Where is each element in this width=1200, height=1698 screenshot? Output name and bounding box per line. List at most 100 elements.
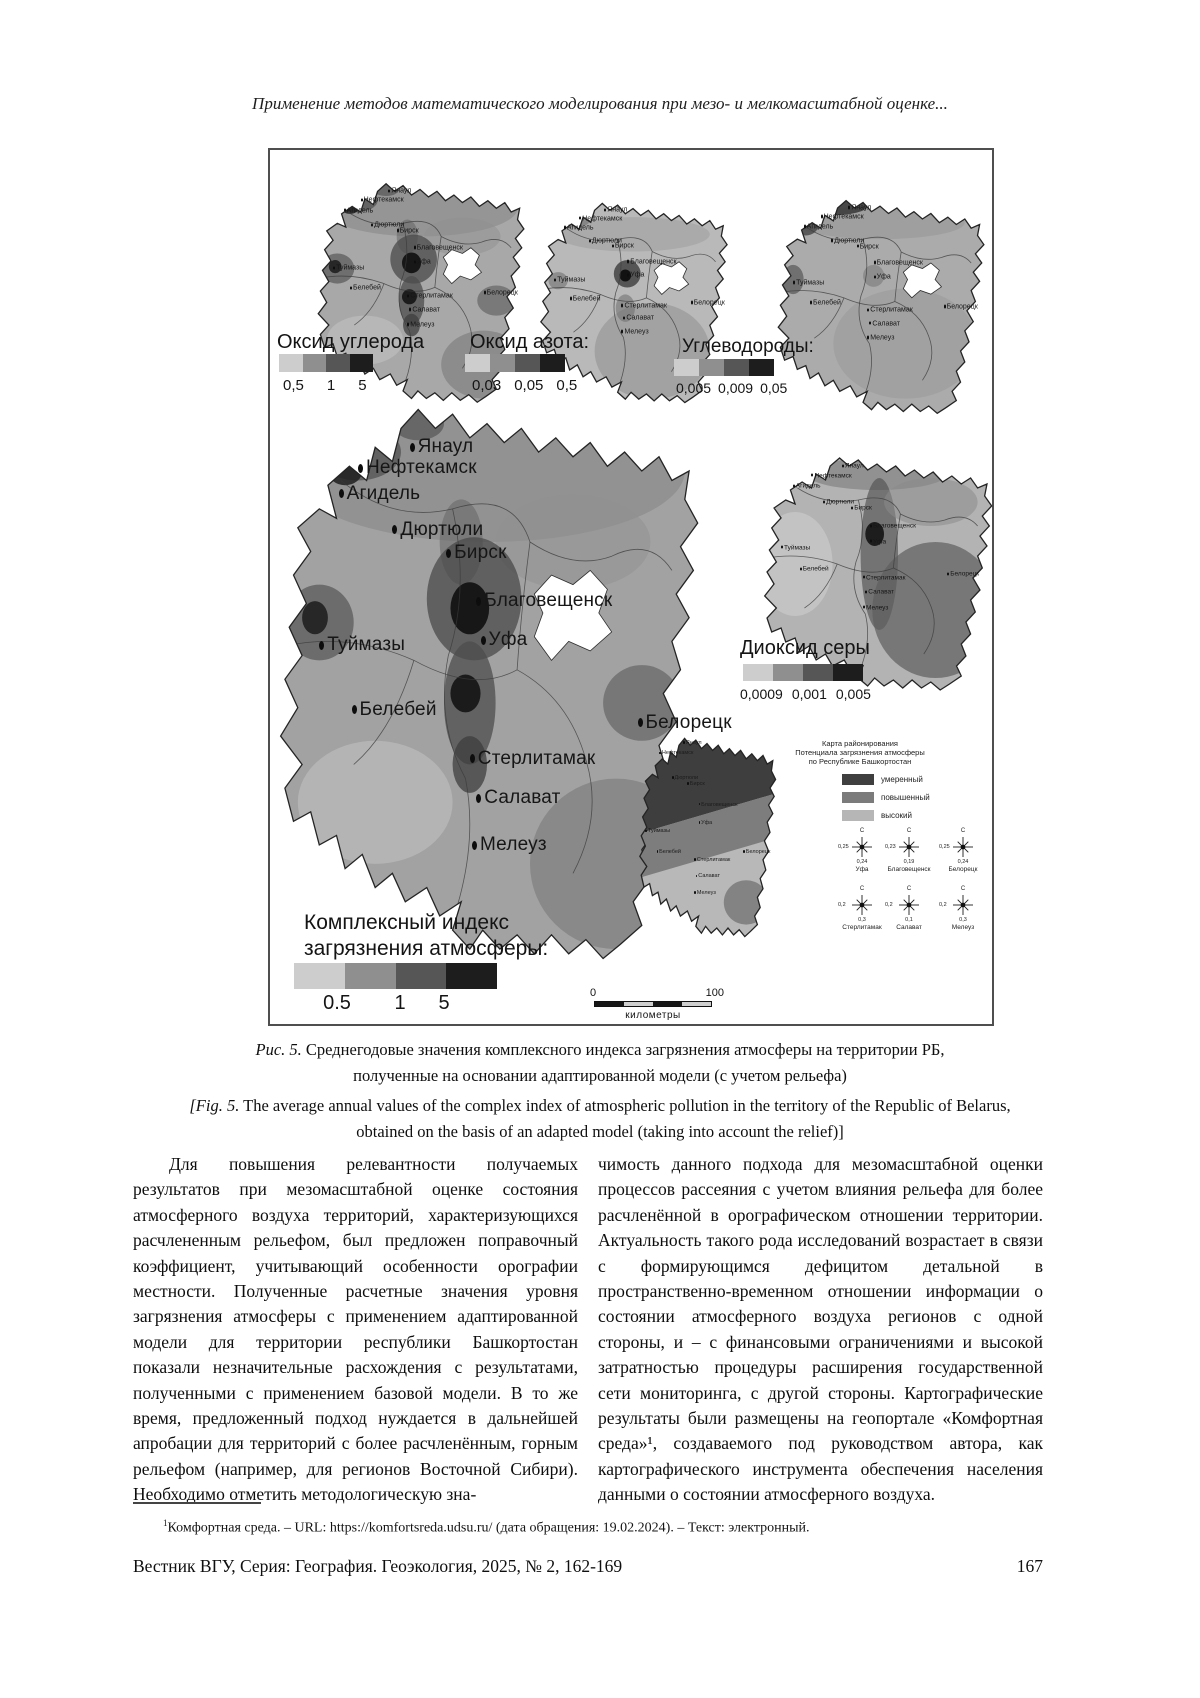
wind-rose-icon <box>953 837 973 857</box>
rose-city-label: Салават <box>896 924 922 931</box>
footer-journal: Вестник ВГУ, Серия: География. Геоэколог… <box>133 1556 623 1576</box>
city-dot-icon <box>831 238 834 243</box>
map-hydrocarbons: Янаул Нефтекамск Агидель Дюртюли Бирск Благов… <box>774 197 986 417</box>
region-map-shape <box>637 735 777 940</box>
rose-body: 0,23 <box>883 835 935 859</box>
legend-title-no2: Оксид азота: <box>470 331 590 353</box>
city-label: Агидель <box>338 483 421 505</box>
rose-side-value: 0,2 <box>838 902 846 908</box>
city-label: Мелеуз <box>621 328 649 335</box>
rose-city-label: Белорецк <box>948 866 978 873</box>
city-dot-icon <box>947 572 950 576</box>
city-dot-icon <box>695 874 698 878</box>
caption-ru-line2: полученные на основании адаптированной м… <box>353 1066 847 1085</box>
city-dot-icon <box>873 260 876 265</box>
city-label: Благовещенск <box>476 590 612 612</box>
city-label: Уфа <box>873 274 891 281</box>
wind-rose-icon <box>899 837 919 857</box>
city-label: Уфа <box>869 538 886 545</box>
rose-city-label: Уфа <box>855 866 869 873</box>
footnote: 1Комфортная среда. – URL: https://komfor… <box>133 1518 1045 1537</box>
scale-value: 0.5 <box>323 992 351 1014</box>
city-dot-icon <box>409 307 412 312</box>
body-column-left: Для повышения релевантности получаемых р… <box>133 1154 578 1505</box>
legend-swatches-no2 <box>465 354 565 372</box>
rose-bottom-value: 0,24 <box>957 859 969 865</box>
city-label: Янаул <box>409 436 474 458</box>
rose-body: 0,25 <box>937 835 989 859</box>
rose-bottom-value: 0,1 <box>905 917 913 923</box>
rose-bottom-value: 0,19 <box>903 859 915 865</box>
swatch <box>326 354 350 372</box>
region-map-shape <box>774 197 986 417</box>
city-dot-icon <box>841 464 844 468</box>
city-dot-icon <box>862 605 865 609</box>
map-sulfur-dioxide: Янаул Нефтекамск Агидель Дюртюли Бирск Благов… <box>760 454 994 694</box>
caption-en-line1: [Fig. 5. The average annual values of th… <box>0 1096 1200 1116</box>
city-label: Благовещенск <box>627 258 677 265</box>
caption-ru-text: Среднегодовые значения комплексного инде… <box>305 1040 945 1059</box>
city-dot-icon <box>407 322 410 327</box>
city-label: Туймазы <box>554 277 585 284</box>
city-label: Салават <box>865 589 894 596</box>
city-label: Дюртюли <box>672 775 698 781</box>
city-dot-icon <box>563 225 566 230</box>
city-label: Агидель <box>792 483 820 490</box>
city-label: Белорецк <box>943 304 978 311</box>
rose-side-value: 0,25 <box>838 844 849 850</box>
caption-ru-prefix: Рис. 5. <box>255 1040 302 1059</box>
city-label: Агидель <box>563 224 593 231</box>
swatch <box>490 354 515 372</box>
caption-en-line2: obtained on the basis of an adapted mode… <box>356 1122 844 1141</box>
city-dot-icon <box>621 329 624 334</box>
region-map-shape <box>537 200 729 406</box>
city-label: Благовещенск <box>869 523 916 530</box>
wind-rose: С 0,25 0,24 Белорецк <box>937 828 989 873</box>
swatch <box>294 963 345 989</box>
rose-city-label: Стерлитамак <box>842 924 882 931</box>
legend-swatches-complex <box>294 963 497 989</box>
city-dot-icon <box>413 245 416 250</box>
legend-values-co: 0,5 1 5 <box>283 377 367 394</box>
rose-city-label: Мелеуз <box>951 924 975 931</box>
city-dot-icon <box>623 316 626 320</box>
rose-side-value: 0,2 <box>939 902 947 908</box>
swatch <box>842 792 874 803</box>
region-map-shape <box>760 454 994 694</box>
city-label: Уфа <box>480 629 528 651</box>
city-dot-icon <box>569 296 572 301</box>
swatch <box>395 963 447 989</box>
city-label: Стерлитамак <box>621 303 667 310</box>
swatch <box>515 354 540 372</box>
legend-values-hc: 0,005 0,009 0,05 <box>676 380 787 396</box>
city-label: Стерлитамак <box>469 748 596 770</box>
city-dot-icon <box>611 244 614 248</box>
city-dot-icon <box>943 304 946 309</box>
swatch <box>279 354 303 372</box>
city-dot-icon <box>351 705 357 715</box>
map-nitrogen-oxide: Янаул Нефтекамск Агидель Дюртюли Бирск Благов… <box>537 200 729 406</box>
city-label: Туймазы <box>645 828 670 834</box>
city-dot-icon <box>333 266 336 270</box>
scale-bar-units: километры <box>625 1010 681 1021</box>
city-dot-icon <box>869 539 872 543</box>
wind-rose-icon <box>852 895 872 915</box>
swatch <box>540 354 565 372</box>
rose-bottom-value: 0,3 <box>959 917 967 923</box>
city-label: Стерлитамак <box>867 307 913 314</box>
city-dot-icon <box>694 858 696 861</box>
swatch <box>446 963 497 989</box>
swatch <box>344 963 396 989</box>
city-label: Бирск <box>446 542 506 564</box>
city-dot-icon <box>645 829 647 833</box>
city-label: Дюртюли <box>823 499 854 506</box>
zoning-class-row: умеренный <box>842 774 930 785</box>
swatch <box>749 359 774 376</box>
city-label: Янаул <box>841 463 864 470</box>
footer-page-number: 167 <box>1016 1556 1043 1576</box>
scale-value: 0,05 <box>760 380 788 396</box>
rose-side-value: 0,23 <box>885 844 896 850</box>
scale-bar-segments <box>594 1001 712 1007</box>
running-header: Применение методов математического модел… <box>252 94 948 113</box>
city-label: Благовещенск <box>698 802 738 808</box>
